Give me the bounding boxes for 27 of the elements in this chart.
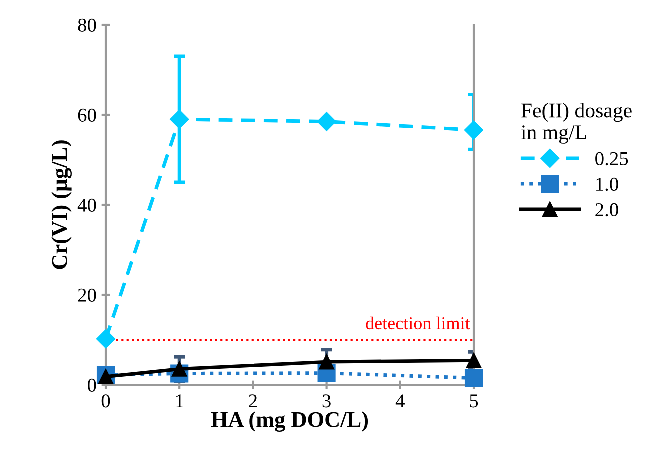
ref-line-label: detection limit (366, 316, 470, 330)
x-tick-label: 3 (322, 394, 331, 408)
point (464, 369, 484, 388)
point (466, 353, 482, 368)
y-tick-label: 60 (78, 108, 96, 122)
point (464, 120, 484, 140)
x-tick-label: 1 (176, 394, 184, 408)
y-axis-title: Cr(VI) (µg/L) (52, 140, 72, 270)
point (96, 330, 116, 349)
point (170, 110, 190, 130)
legend-label: 2.0 (596, 203, 618, 217)
y-tick-label: 40 (78, 198, 96, 212)
legend-label: 1.0 (596, 178, 618, 192)
legend-title: Fe(II) dosage in mg/L (521, 103, 632, 144)
x-tick-label: 5 (470, 394, 478, 408)
legend-label: 0.25 (596, 152, 628, 166)
x-tick-label: 2 (249, 394, 257, 408)
y-tick-label: 0 (88, 378, 96, 392)
x-axis-title: HA (mg DOC/L) (211, 412, 368, 432)
point (172, 362, 188, 377)
point (319, 354, 334, 370)
x-tick-label: 4 (396, 394, 405, 408)
y-tick-label: 80 (78, 18, 96, 32)
point (317, 112, 336, 132)
y-tick-label: 20 (78, 288, 96, 302)
x-tick-label: 0 (102, 394, 110, 408)
point (98, 369, 114, 385)
